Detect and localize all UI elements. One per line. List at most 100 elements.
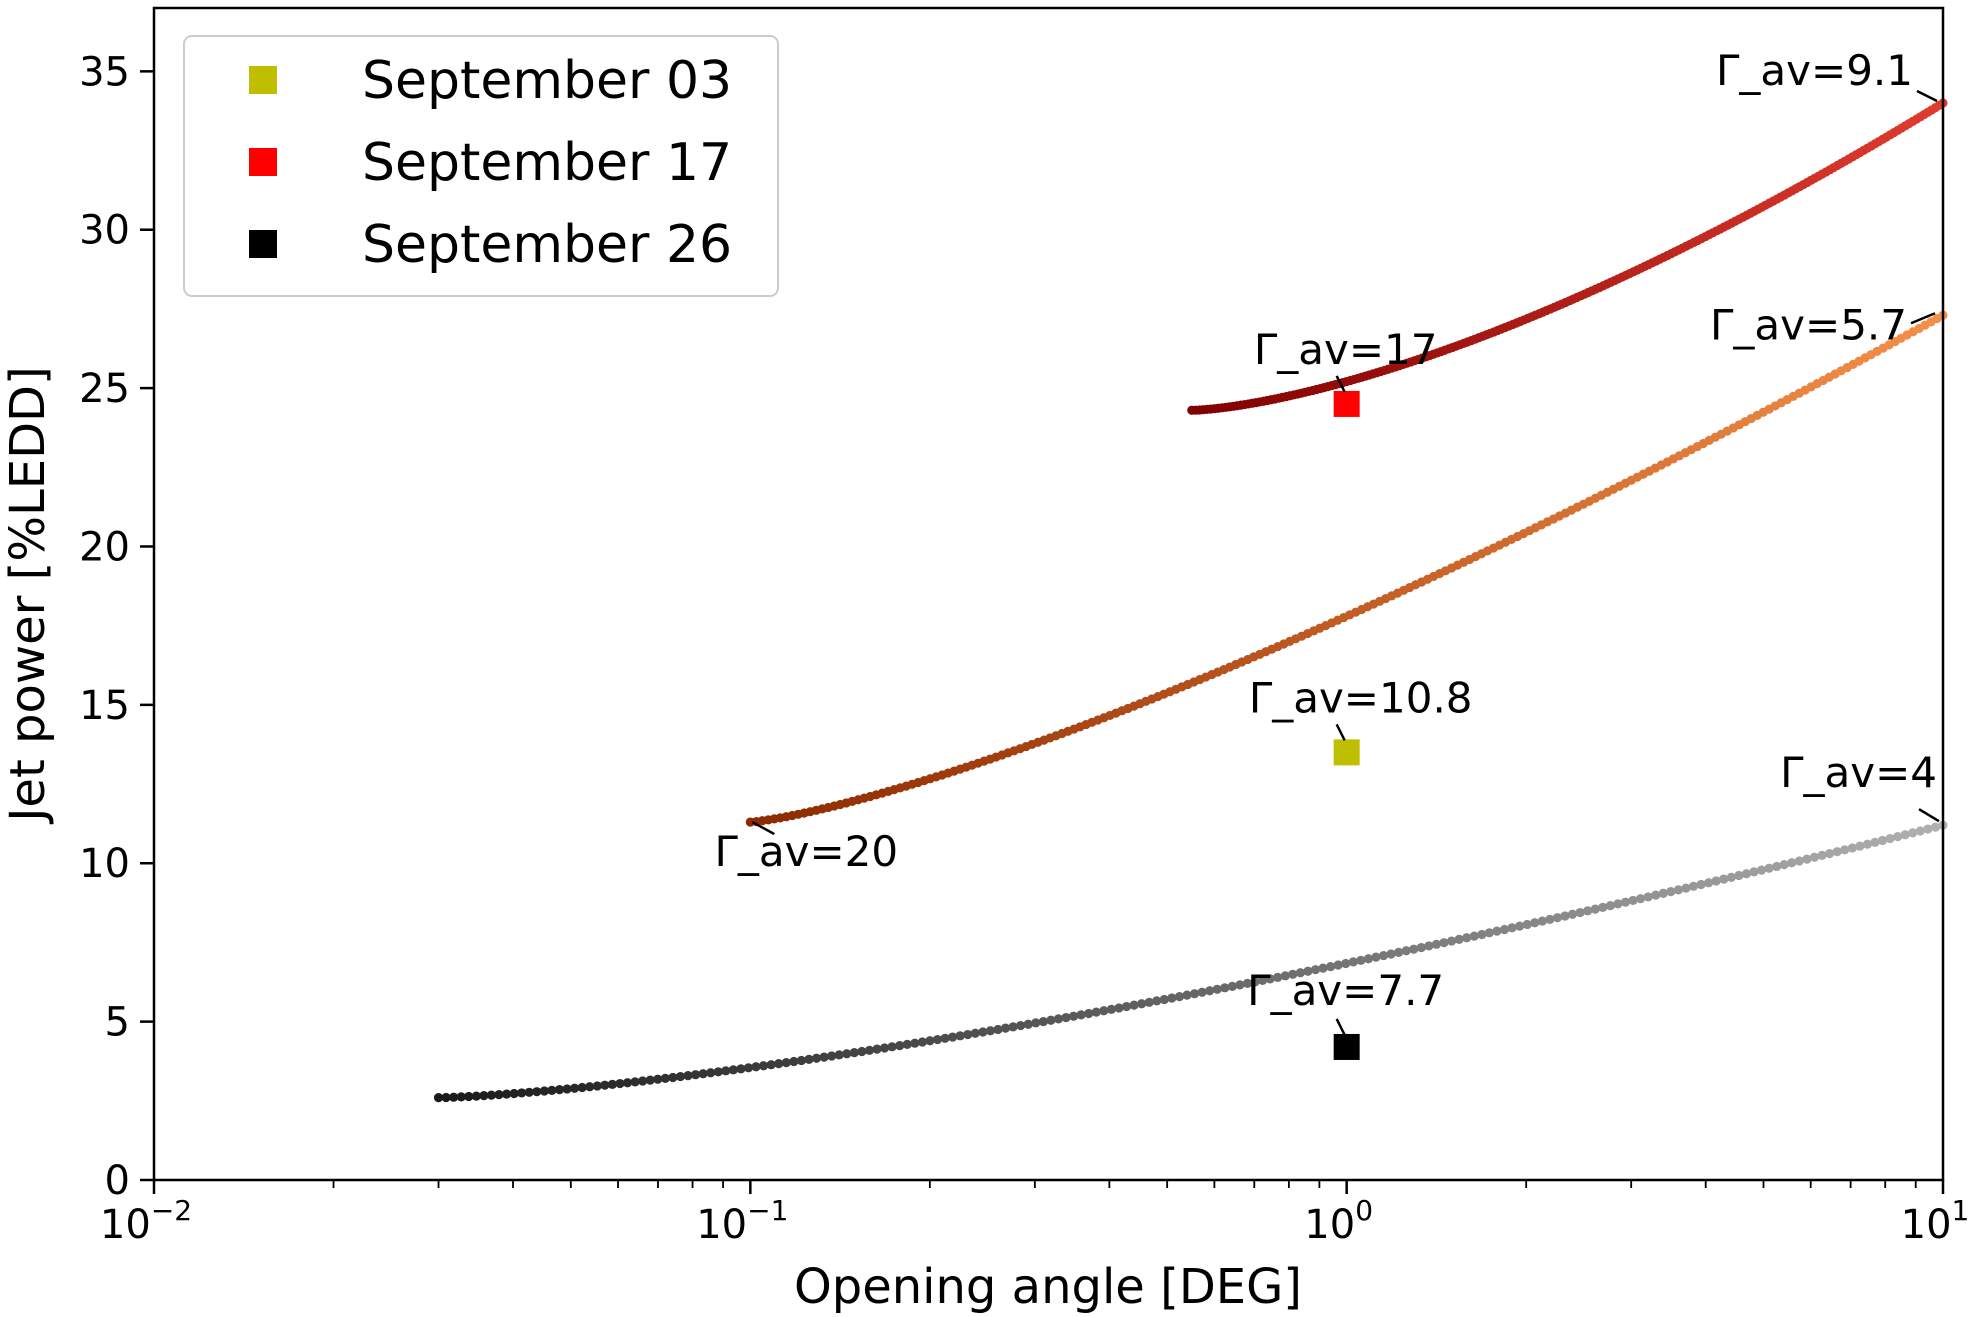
data-point <box>872 1044 882 1054</box>
data-point <box>592 1081 602 1091</box>
data-point <box>1779 860 1789 870</box>
data-point <box>1091 1007 1101 1017</box>
legend: September 03 September 17 September 26 <box>183 35 779 297</box>
data-point <box>743 1063 754 1073</box>
data-point <box>1303 966 1313 976</box>
data-point <box>736 1064 746 1074</box>
data-point <box>1522 919 1532 930</box>
annotation-layer: Γ_av=17 Γ_av=9.1 Γ_av=10.8 Γ_av=20 Γ_av=5.7 Γ… <box>715 46 1940 1036</box>
data-point <box>690 1070 701 1080</box>
y-tick-label: 35 <box>79 49 130 95</box>
x-tick-label: 10−2 <box>100 1194 192 1248</box>
data-point <box>1023 1019 1033 1029</box>
legend-label: September 17 <box>362 133 732 193</box>
gamma-annotation: Γ_av=7.7 <box>1247 966 1444 1015</box>
data-point <box>554 1085 565 1095</box>
data-point <box>1877 835 1888 846</box>
gamma-annotation: Γ_av=9.1 <box>1716 46 1913 95</box>
data-point <box>486 1090 497 1100</box>
data-point <box>1756 865 1767 875</box>
data-point <box>1583 906 1593 916</box>
data-point <box>1205 986 1215 996</box>
data-point <box>1666 887 1676 897</box>
data-point <box>1431 939 1442 949</box>
data-point <box>1378 950 1389 961</box>
annotation-leader <box>751 820 775 836</box>
data-point <box>902 1039 912 1050</box>
data-point <box>1439 938 1449 948</box>
data-point <box>1477 929 1487 940</box>
data-point <box>1068 1011 1079 1021</box>
data-point <box>728 1065 738 1075</box>
data-point <box>1182 990 1192 1000</box>
data-point <box>1809 852 1820 862</box>
data-point <box>1144 997 1154 1007</box>
legend-frame <box>183 35 779 297</box>
data-point <box>1137 999 1147 1009</box>
data-point <box>1613 899 1623 909</box>
data-point <box>1696 879 1706 890</box>
x-tick-label: 100 <box>1304 1194 1373 1248</box>
data-point <box>433 1093 444 1103</box>
data-point <box>1688 881 1699 891</box>
data-point <box>1681 883 1691 893</box>
annotation-leader <box>1916 89 1938 103</box>
data-point <box>1016 1020 1026 1031</box>
data-point <box>849 1048 859 1058</box>
data-point <box>759 1061 769 1071</box>
data-point <box>864 1045 875 1055</box>
annotation-leader <box>1335 1018 1346 1036</box>
data-point <box>1038 1016 1048 1027</box>
data-point <box>1847 843 1857 853</box>
data-point <box>1295 968 1305 978</box>
data-point <box>1394 947 1404 957</box>
series-1 <box>745 310 1948 827</box>
axes-layer: 10−2 10−1 100 101 0 5 10 15 20 25 30 35 <box>79 49 1969 1248</box>
y-tick-label: 25 <box>79 366 130 412</box>
data-point <box>993 1024 1003 1035</box>
data-point <box>1356 955 1366 965</box>
legend-swatch <box>249 230 277 258</box>
data-point <box>834 1050 844 1060</box>
data-point <box>653 1074 663 1084</box>
data-point <box>509 1088 519 1099</box>
data-point <box>1893 832 1903 842</box>
data-point <box>607 1079 618 1089</box>
data-point <box>1084 1008 1094 1019</box>
data-point <box>1409 944 1419 954</box>
data-point <box>539 1086 549 1096</box>
data-point <box>1341 958 1351 969</box>
x-axis-label: Opening angle [DEG] <box>794 1259 1302 1315</box>
data-point <box>1605 901 1615 911</box>
data-point <box>1537 916 1547 926</box>
data-point <box>1363 954 1374 964</box>
data-point <box>1220 983 1230 993</box>
data-point <box>1046 1015 1056 1025</box>
data-point <box>1371 952 1381 962</box>
data-point <box>1870 837 1880 847</box>
legend-label: September 03 <box>362 51 732 111</box>
data-point <box>660 1073 670 1083</box>
data-point <box>1908 828 1918 838</box>
data-point <box>683 1071 693 1081</box>
data-point <box>1235 980 1245 990</box>
data-point <box>1424 941 1434 951</box>
data-point <box>1749 867 1759 877</box>
data-point <box>1250 977 1260 987</box>
data-point <box>1817 850 1827 860</box>
data-point <box>1227 981 1237 991</box>
data-point <box>1061 1012 1071 1023</box>
data-point <box>1000 1023 1011 1033</box>
data-point <box>1386 949 1396 959</box>
series-2 <box>433 820 1948 1103</box>
data-point <box>713 1067 723 1077</box>
data-point <box>585 1082 595 1092</box>
y-tick-label: 30 <box>79 208 130 254</box>
data-point <box>1824 848 1835 859</box>
data-point <box>441 1092 451 1103</box>
data-point <box>494 1090 504 1100</box>
data-point <box>645 1075 655 1085</box>
annotation-leader <box>1335 375 1346 393</box>
data-point <box>1454 934 1464 945</box>
